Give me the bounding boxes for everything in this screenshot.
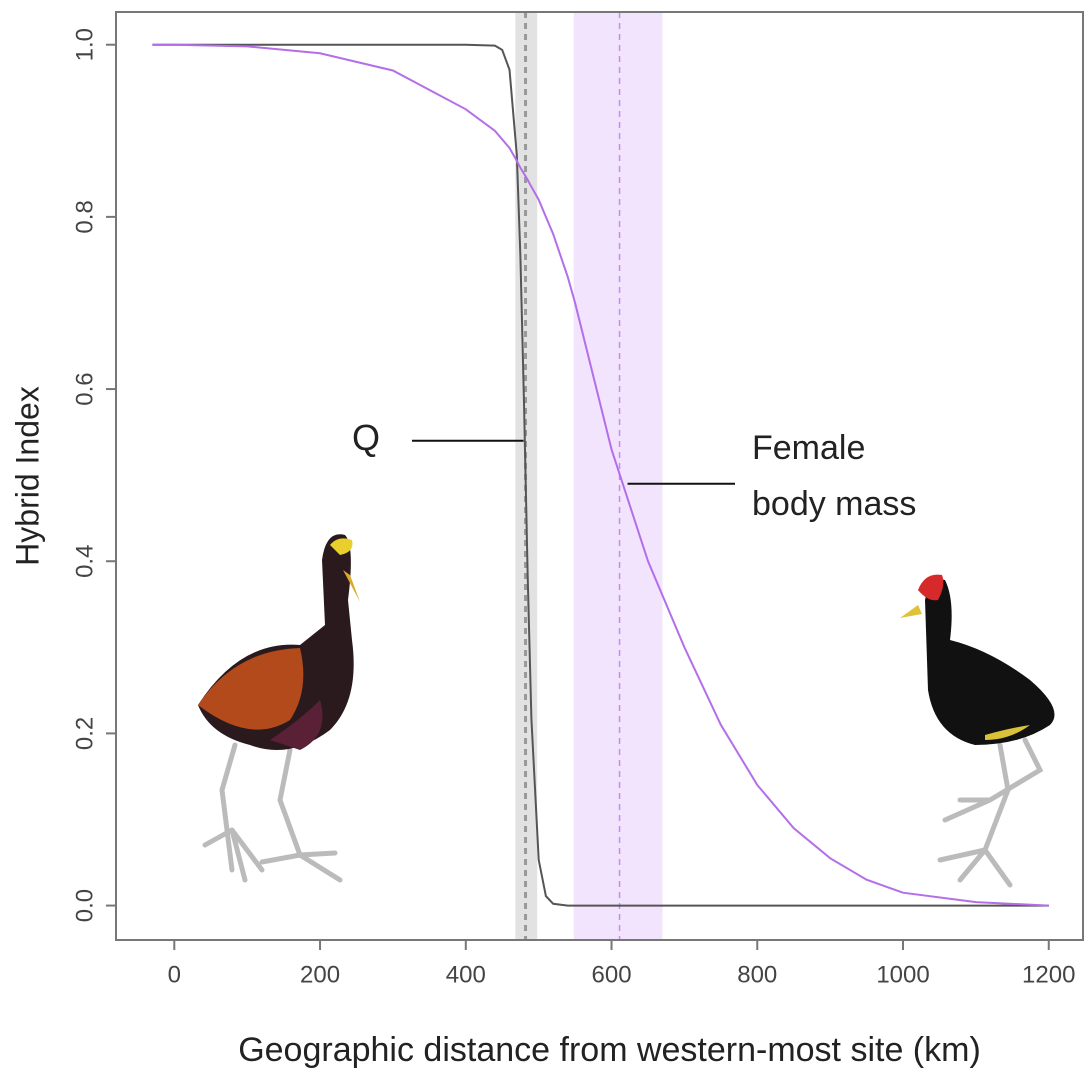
x-tick-label: 200 [300,961,340,988]
x-tick-label: 400 [446,961,486,988]
x-tick-label: 600 [592,961,632,988]
x-tick-label: 0 [168,961,181,988]
x-tick-label: 800 [737,961,777,988]
axes: 0 200 400 600 800 1000 1200 0.0 0.2 0.4 0.6 0.8 1.0 G… [9,11,1084,1069]
x-tick-label: 1000 [876,961,929,988]
y-tick-label: 0.8 [71,200,98,233]
x-tick-label: 1200 [1022,961,1075,988]
y-axis-label: Hybrid Index [9,386,45,566]
bands [515,12,663,940]
annotation: Q [352,417,380,458]
confidence-band [573,12,663,940]
y-tick-label: 0.0 [71,889,98,922]
curve [152,43,1049,907]
lines: Q Female body mass [152,43,1049,907]
jacana-illustration [198,534,360,883]
y-tick-label: 0.6 [71,372,98,405]
y-tick-label: 1.0 [71,28,98,61]
gallinule-illustration [900,574,1055,888]
plot-frame [115,11,1084,941]
y-tick-label: 0.2 [71,717,98,750]
annotation: Female [752,429,865,467]
x-axis-label: Geographic distance from western-most si… [238,1031,981,1069]
y-tick-label: 0.4 [71,545,98,578]
curve [152,43,1049,907]
annotation: body mass [752,485,916,523]
